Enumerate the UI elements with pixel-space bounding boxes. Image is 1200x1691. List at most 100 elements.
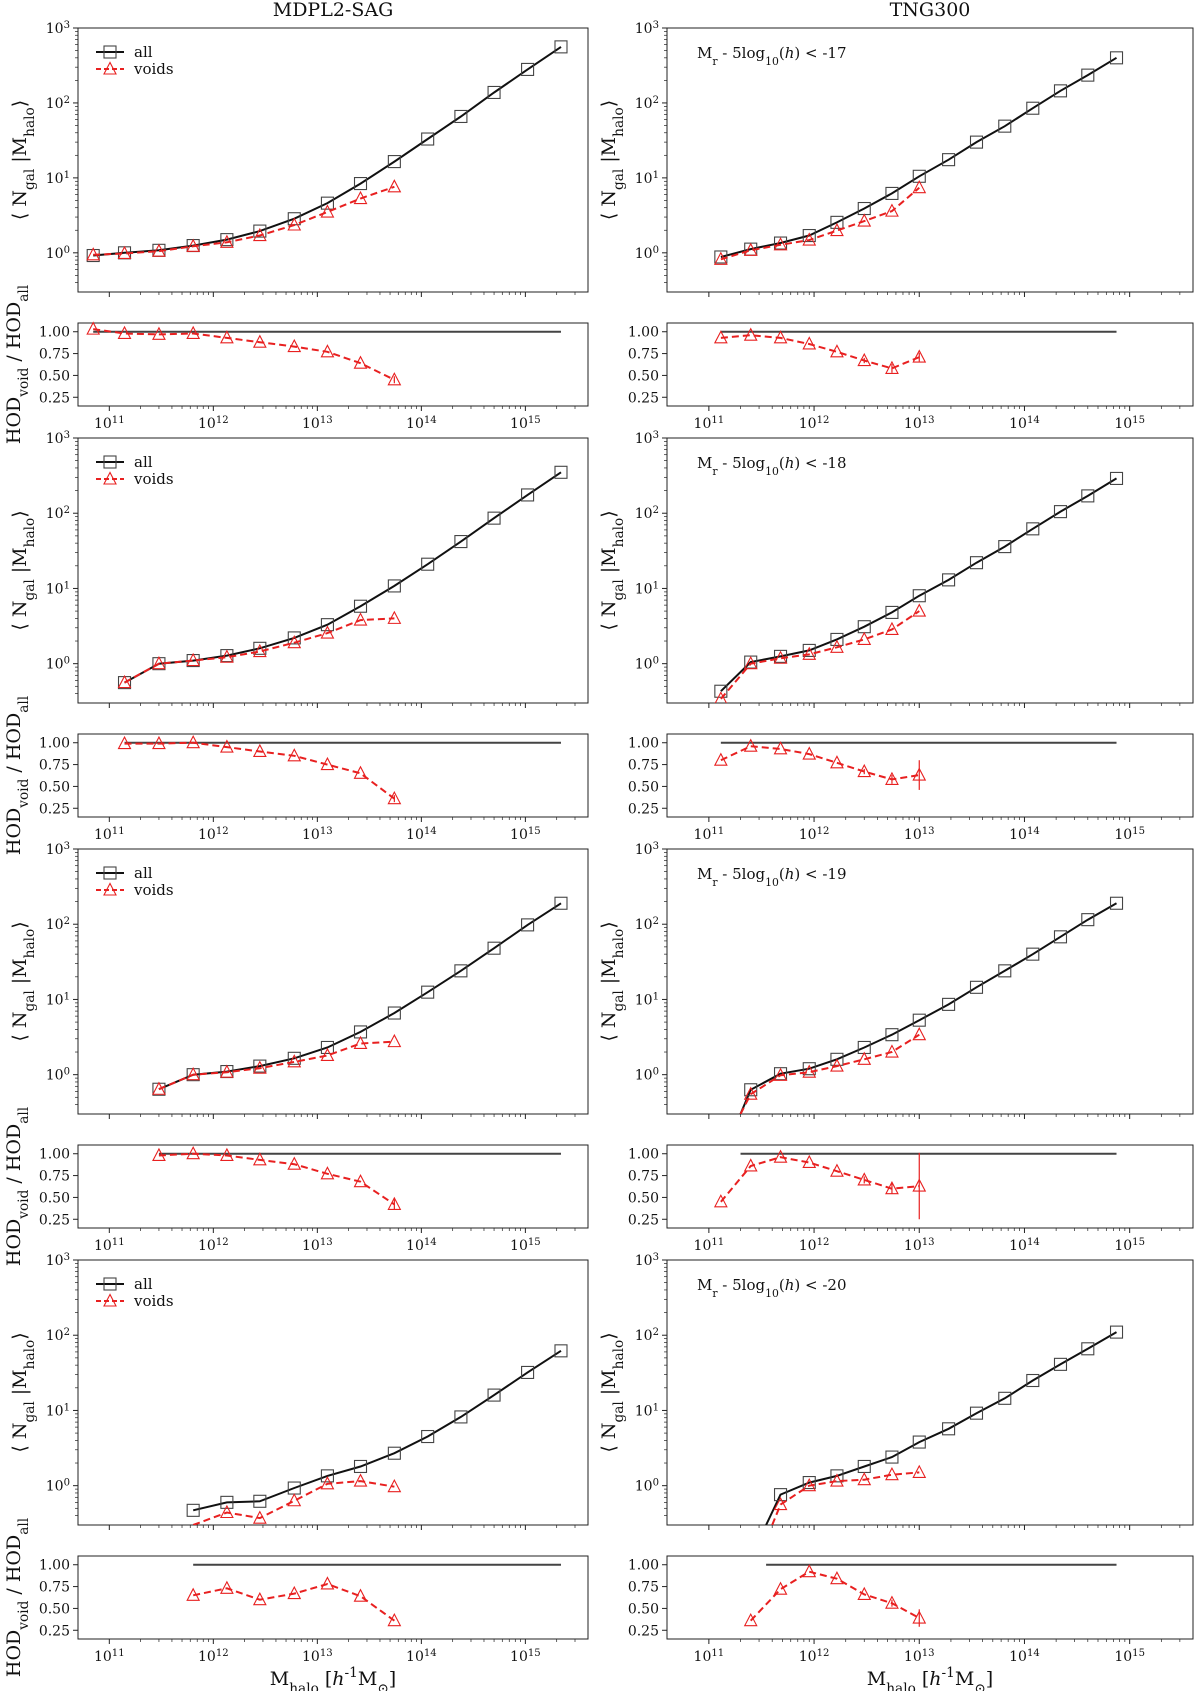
main-axes-frame xyxy=(77,848,589,1115)
y-tick-label: 101 xyxy=(46,991,70,1009)
voids-marker xyxy=(186,735,201,749)
voids-marker xyxy=(885,1180,899,1195)
ratio-tick-label: 0.75 xyxy=(39,1580,70,1596)
all-marker xyxy=(521,488,535,502)
all-marker xyxy=(454,964,468,978)
all-marker xyxy=(830,215,844,229)
y-tick-label: 102 xyxy=(635,916,659,934)
plot-area xyxy=(713,51,1124,265)
ratio-tick-label: 0.50 xyxy=(39,368,70,384)
main-axes-frame xyxy=(666,848,1194,1115)
y-axis-label-group: ⟨ Ngal |Mhalo⟩ xyxy=(9,921,38,1041)
all-marker xyxy=(1081,1342,1095,1356)
ratio-line xyxy=(720,1156,920,1203)
x-tick-label: 1013 xyxy=(302,826,333,844)
x-tick-label: 1015 xyxy=(1114,1237,1145,1255)
all-marker xyxy=(802,228,816,243)
voids-marker xyxy=(320,204,335,218)
y-tick-label: 101 xyxy=(46,1402,70,1420)
y-tick-label: 103 xyxy=(635,841,659,859)
y-tick-label: 100 xyxy=(46,1066,70,1084)
voids-marker xyxy=(353,1035,368,1050)
voids-marker xyxy=(885,1595,899,1609)
voids-marker xyxy=(219,1504,234,1519)
voids-marker xyxy=(152,326,166,340)
main-axes-frame xyxy=(77,1259,589,1526)
voids-marker xyxy=(802,1154,817,1169)
all-marker xyxy=(942,997,956,1011)
x-tick-label: 1011 xyxy=(94,826,125,844)
voids-marker xyxy=(117,245,132,260)
all-marker xyxy=(103,1277,117,1291)
all-marker xyxy=(320,1469,334,1483)
voids-marker xyxy=(320,756,335,771)
all-marker xyxy=(1053,930,1068,944)
voids-marker xyxy=(186,1066,201,1081)
all-marker xyxy=(287,1051,301,1065)
ratio-tick-label: 0.50 xyxy=(628,1190,659,1206)
all-marker xyxy=(802,1476,816,1490)
ratio-tick-label: 0.75 xyxy=(628,1580,659,1596)
voids-marker xyxy=(885,1044,899,1058)
panel-mdpl2-row-3: 100 101 102 103 1011 1012 1013 1014 1015 1.00 0.75… xyxy=(3,841,589,1266)
all-marker xyxy=(320,1040,334,1055)
voids-marker xyxy=(117,735,132,750)
panel-tng300-row-3: 100 101 102 103 1011 1012 1013 1014 1015 1.00 0.75… xyxy=(598,841,1194,1255)
y-tick-label: 103 xyxy=(46,841,70,859)
x-tick-label: 1012 xyxy=(198,1237,229,1255)
y-tick-label: 102 xyxy=(46,94,70,112)
all-marker xyxy=(1081,489,1095,503)
ratio-tick-label: 0.50 xyxy=(39,1190,70,1206)
all-series-line xyxy=(124,471,562,684)
ratio-axis-label: HODvoid / HODall xyxy=(3,285,32,444)
voids-marker xyxy=(912,179,927,194)
all-series-line xyxy=(720,477,1118,692)
all-series-line xyxy=(739,902,1117,1114)
voids-marker xyxy=(219,739,234,753)
all-marker xyxy=(287,631,301,645)
voids-marker xyxy=(387,1196,402,1210)
ratio-tick-label: 0.25 xyxy=(39,390,70,406)
x-tick-label: 1011 xyxy=(94,415,125,433)
voids-marker xyxy=(857,1472,872,1486)
y-axis-label: ⟨ Ngal |Mhalo⟩ xyxy=(598,1332,627,1452)
plot-area xyxy=(714,471,1124,703)
panel-mdpl2-row-2: 100 101 102 103 1011 1012 1013 1014 1015 1.00 0.75… xyxy=(3,430,589,855)
x-tick-label: 1013 xyxy=(302,415,333,433)
y-tick-label: 101 xyxy=(635,580,659,598)
y-axis-label: ⟨ Ngal |Mhalo⟩ xyxy=(598,100,627,220)
y-axis-label: ⟨ Ngal |Mhalo⟩ xyxy=(598,921,627,1041)
ratio-label-group: HODvoid / HODall xyxy=(3,1518,32,1677)
panel-tng300-row-2: 100 101 102 103 1011 1012 1013 1014 1015 1.00 0.75… xyxy=(598,430,1194,843)
voids-series-line xyxy=(720,610,920,700)
all-marker xyxy=(521,918,535,932)
x-tick-label: 1014 xyxy=(406,415,437,433)
voids-marker xyxy=(320,1476,335,1490)
y-axis-label: ⟨ Ngal |Mhalo⟩ xyxy=(9,510,38,630)
voids-marker xyxy=(802,336,817,350)
y-tick-label: 102 xyxy=(635,505,659,523)
voids-marker xyxy=(219,234,234,248)
voids-marker xyxy=(252,1591,267,1606)
ratio-tick-label: 0.25 xyxy=(628,1212,659,1228)
plot-area xyxy=(765,1325,1124,1525)
y-tick-label: 101 xyxy=(635,1402,659,1420)
all-marker xyxy=(942,153,956,167)
voids-marker xyxy=(912,1610,927,1624)
voids-marker xyxy=(387,790,402,805)
x-tick-label: 1011 xyxy=(694,1648,725,1666)
voids-marker xyxy=(857,631,872,645)
all-marker xyxy=(802,643,816,657)
all-marker xyxy=(1081,68,1095,82)
all-marker xyxy=(714,684,728,698)
voids-marker xyxy=(857,1051,872,1065)
y-axis-label-group: ⟨ Ngal |Mhalo⟩ xyxy=(598,100,627,220)
y-tick-label: 100 xyxy=(46,1477,70,1495)
y-tick-label: 101 xyxy=(635,991,659,1009)
all-marker xyxy=(454,1410,468,1424)
voids-marker xyxy=(320,1166,335,1180)
voids-marker xyxy=(219,649,234,663)
all-marker xyxy=(454,109,468,124)
